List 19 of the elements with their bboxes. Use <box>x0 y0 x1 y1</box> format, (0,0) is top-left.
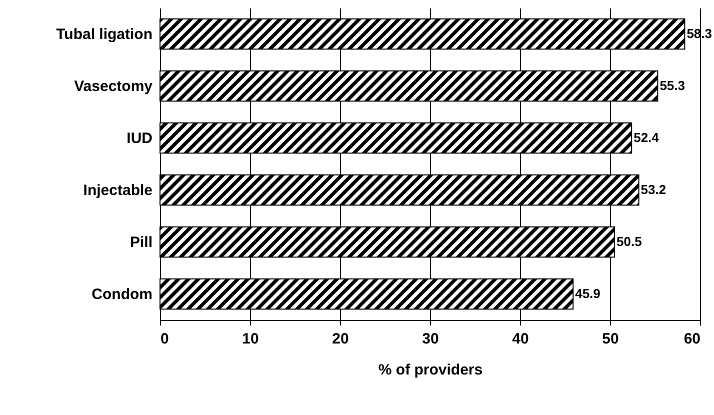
x-tick-label: 20 <box>332 330 349 348</box>
y-tick-label: Injectable <box>83 182 152 199</box>
y-tick-label: IUD <box>126 130 153 147</box>
x-tick-label: 0 <box>160 330 169 348</box>
x-axis-title: % of providers <box>378 362 483 378</box>
y-tick-label: Pill <box>130 234 152 251</box>
x-tick-label: 60 <box>684 330 700 348</box>
data-label: 50.5 <box>616 234 642 249</box>
data-label: 45.9 <box>575 286 600 301</box>
y-tick-label: Tubal ligation <box>56 26 152 43</box>
y-tick-label: Condom <box>92 286 152 303</box>
data-label: 52.4 <box>634 130 660 145</box>
x-tick-label: 40 <box>512 330 529 348</box>
data-label: 53.2 <box>640 182 666 197</box>
y-tick-label: Vasectomy <box>74 78 154 95</box>
x-tick-label: 50 <box>602 330 619 348</box>
x-tick-label: 10 <box>242 330 259 348</box>
x-tick-label: 30 <box>422 330 439 348</box>
data-label: 55.3 <box>660 78 686 93</box>
